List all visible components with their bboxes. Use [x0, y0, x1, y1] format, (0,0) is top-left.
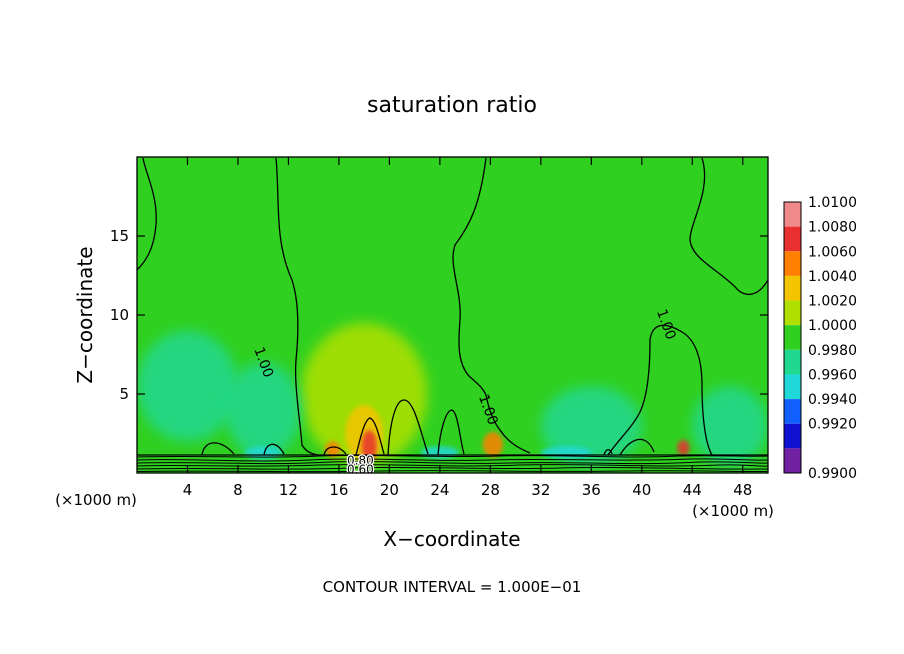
- contour-label: 0.80: [347, 454, 374, 468]
- contour-line: [355, 417, 385, 456]
- x-tick-label: 28: [481, 481, 500, 499]
- colorbar-swatch: [784, 349, 801, 375]
- colorbar-swatch: [784, 275, 801, 301]
- colorbar-swatch: [784, 423, 801, 449]
- y-tick-label: 5: [119, 385, 129, 403]
- x-tick-label: 12: [279, 481, 298, 499]
- chart-title: saturation ratio: [367, 93, 537, 118]
- field-region: [482, 431, 503, 458]
- x-tick-label: 8: [233, 481, 243, 499]
- contour-line: [607, 324, 713, 456]
- colorbar-swatch: [784, 226, 801, 252]
- colorbar-label: 1.0100: [808, 195, 857, 211]
- x-tick-label: 20: [380, 481, 399, 499]
- x-tick-label: 16: [329, 481, 348, 499]
- colorbar-label: 0.9920: [808, 417, 857, 433]
- field-region: [540, 386, 642, 466]
- colorbar-swatch: [784, 448, 801, 473]
- field-region: [677, 439, 690, 456]
- field-region: [225, 362, 302, 458]
- x-tick-label: 24: [430, 481, 449, 499]
- field-region: [540, 446, 592, 459]
- contour-line: [275, 157, 319, 456]
- contour-line: [323, 446, 347, 456]
- y-tick-label: 15: [110, 227, 129, 245]
- y-axis-ticks: 5 10 15: [110, 227, 768, 403]
- ground-contours: [137, 454, 768, 473]
- x-tick-label: 32: [531, 481, 550, 499]
- contour-label: 0.60: [347, 462, 374, 476]
- y-tick-label: 10: [110, 306, 129, 324]
- colorbar-label: 0.9940: [808, 392, 857, 408]
- colorbar-swatch: [784, 374, 801, 400]
- x-tick-label: 44: [683, 481, 702, 499]
- plot-area: 1.001.001.000.800.60: [137, 157, 768, 476]
- x-tick-label: 48: [733, 481, 752, 499]
- field-region: [244, 446, 283, 459]
- y-axis-label: Z−coordinate: [73, 246, 97, 383]
- x-tick-label: 4: [183, 481, 193, 499]
- field-regions: [137, 322, 768, 466]
- contour-line: [263, 443, 285, 456]
- ground-contour-line: [137, 466, 768, 470]
- x-tick-label: 36: [582, 481, 601, 499]
- contour-line: [619, 438, 655, 456]
- contour-line: [689, 157, 768, 296]
- colorbar-label: 1.0000: [808, 318, 857, 334]
- x-unit-left: (×1000 m): [55, 491, 137, 509]
- contour-line: [452, 157, 531, 454]
- colorbar-label: 1.0060: [808, 244, 857, 260]
- ground-contour-line: [137, 454, 768, 458]
- contour-line: [387, 399, 429, 456]
- ground-contour-line: [137, 464, 768, 467]
- x-unit-right: (×1000 m): [692, 502, 774, 520]
- x-axis-ticks: 4 8 12 16 20 24 28 32 36 40 44 48: [183, 157, 752, 499]
- contour-line: [137, 157, 157, 271]
- colorbar-label: 1.0040: [808, 269, 857, 285]
- contour-line: [201, 442, 235, 456]
- colorbar-frame: [783, 201, 802, 474]
- colorbar-label: 1.0020: [808, 294, 857, 310]
- x-axis-label: X−coordinate: [383, 527, 520, 551]
- x-tick-label: 40: [632, 481, 651, 499]
- field-region: [301, 322, 428, 466]
- colorbar-swatch: [784, 300, 801, 326]
- field-region: [692, 386, 768, 466]
- colorbar-swatch: [784, 251, 801, 276]
- field-region: [137, 330, 238, 442]
- contour-lines: [137, 157, 768, 456]
- colorbar-swatch: [784, 399, 801, 424]
- ground-contour-line: [137, 470, 768, 473]
- ground-contour-line: [137, 461, 768, 465]
- contour-line: [603, 448, 613, 456]
- colorbar: 1.0100 1.0080 1.0060 1.0040 1.0020 1.0000 0.99…: [783, 195, 857, 482]
- field-region: [325, 441, 341, 458]
- contour-line: [437, 409, 465, 456]
- colorbar-swatch: [784, 325, 801, 350]
- colorbar-label: 0.9980: [808, 343, 857, 359]
- field-region: [420, 446, 459, 459]
- colorbar-swatch: [784, 202, 801, 227]
- colorbar-label: 1.0080: [808, 220, 857, 236]
- ground-contour-line: [137, 458, 768, 462]
- colorbar-label: 0.9960: [808, 367, 857, 383]
- colorbar-label: 0.9900: [808, 466, 857, 482]
- field-region: [361, 430, 377, 462]
- contour-interval-note: CONTOUR INTERVAL = 1.000E−01: [323, 578, 582, 596]
